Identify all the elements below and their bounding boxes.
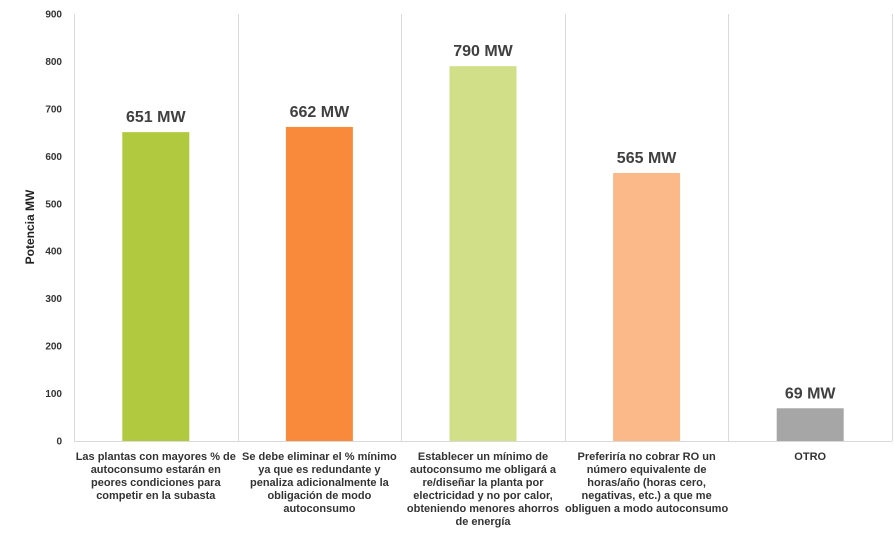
bar — [285, 126, 353, 441]
data-label: 651 MW — [126, 109, 186, 126]
data-label: 790 MW — [453, 43, 513, 60]
y-tick-label: 100 — [45, 389, 62, 400]
bar — [613, 172, 681, 441]
y-tick-label: 900 — [45, 10, 62, 21]
bar — [122, 132, 190, 442]
grid-lines — [74, 14, 893, 442]
y-tick-label: 300 — [45, 294, 62, 305]
x-category-label: OTRO — [794, 451, 827, 463]
y-axis-label: Potencia MW — [23, 189, 37, 264]
y-tick-labels: 0 100 200 300 400 500 600 700 800 900 — [45, 10, 62, 448]
x-category-label: Preferiría no cobrar RO un número equiva… — [565, 451, 729, 515]
data-label: 69 MW — [785, 385, 837, 402]
data-label: 565 MW — [617, 150, 677, 167]
bar — [449, 66, 517, 441]
x-category-label: Las plantas con mayores % de autoconsumo… — [75, 451, 236, 502]
y-tick-label: 800 — [45, 57, 62, 68]
y-tick-label: 700 — [45, 104, 62, 115]
data-labels: 651 MW 662 MW 790 MW 565 MW 69 MW — [126, 43, 836, 402]
y-tick-label: 600 — [45, 152, 62, 163]
bar — [776, 408, 844, 441]
bars — [122, 66, 844, 442]
y-tick-label: 200 — [45, 342, 62, 353]
y-tick-label: 500 — [45, 199, 62, 210]
x-category-label: Establecer un mínimo de autoconsumo me o… — [406, 451, 560, 528]
y-tick-label: 400 — [45, 247, 62, 258]
x-category-label: Se debe eliminar el % mínimo ya que es r… — [242, 451, 397, 515]
y-tick-label: 0 — [56, 437, 62, 448]
data-label: 662 MW — [290, 104, 350, 121]
